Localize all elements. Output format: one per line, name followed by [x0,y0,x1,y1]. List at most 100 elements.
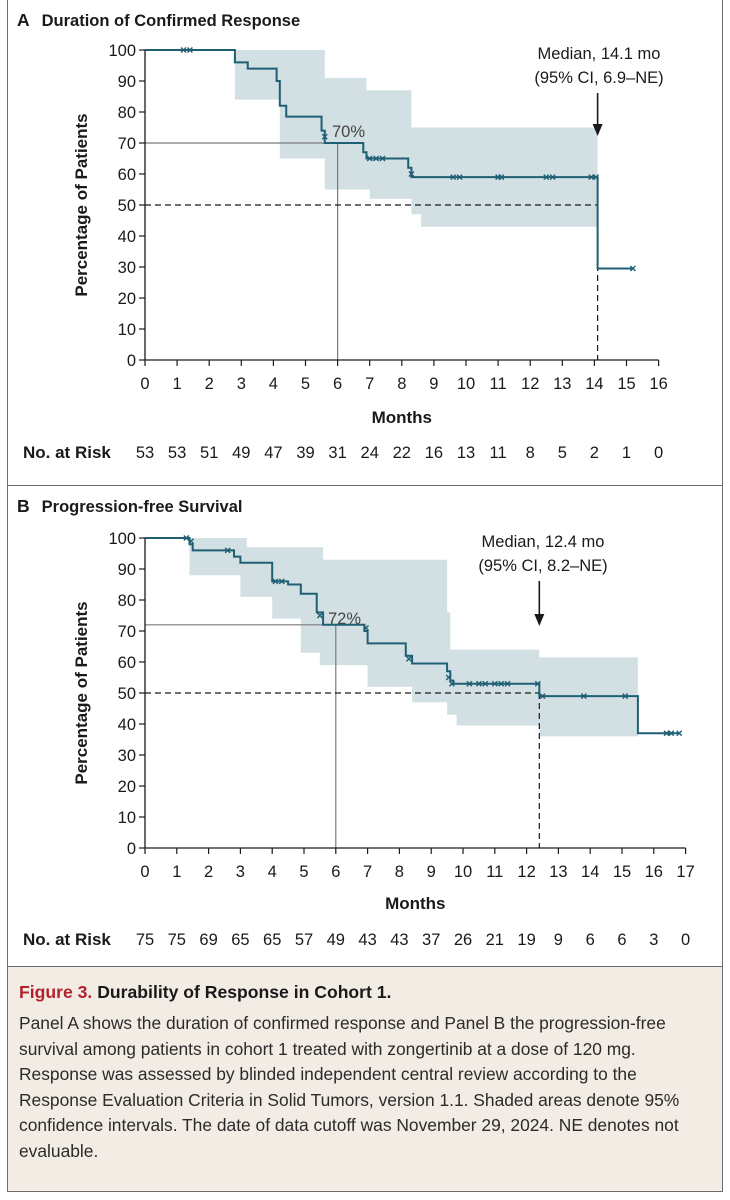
at-risk-value: 65 [263,931,281,949]
panel-title-text: Progression-free Survival [42,498,243,516]
at-risk-value: 0 [681,931,690,949]
x-tick-label: 7 [365,375,374,393]
at-risk-value: 22 [393,444,411,462]
at-risk-label: No. at Risk [23,930,111,949]
at-risk-value: 13 [457,444,475,462]
panel-letter: B [17,496,30,516]
x-tick-label: 3 [236,863,245,881]
at-risk-value: 49 [232,444,250,462]
at-risk-value: 65 [231,931,249,949]
x-tick-label: 5 [301,375,310,393]
median-ci-label: (95% CI, 6.9–NE) [534,69,663,87]
censor-mark [491,680,498,687]
y-tick-label: 50 [118,685,136,703]
x-tick-label: 9 [427,863,436,881]
censor-mark [498,174,505,181]
censor-mark [539,693,546,700]
y-tick-label: 0 [127,840,136,858]
x-tick-label: 1 [173,375,182,393]
censor-mark [180,47,187,53]
median-ci-label: (95% CI, 8.2–NE) [478,557,607,575]
y-tick-label: 90 [118,561,136,579]
y-tick-label: 100 [108,530,136,548]
figure-frame [7,0,723,1192]
censor-mark [373,155,380,162]
y-axis-label: Percentage of Patients [72,113,91,296]
x-tick-label: 10 [457,375,475,393]
y-tick-label: 60 [118,654,136,672]
censor-mark [466,680,473,687]
at-risk-value: 6 [617,931,626,949]
median-label: Median, 12.4 mo [482,533,605,551]
censor-mark [498,680,505,687]
at-risk-value: 1 [622,444,631,462]
y-tick-label: 90 [118,73,136,91]
censor-mark [668,730,675,737]
panel-a-chart: A Duration of Confirmed Response010203040… [17,10,668,462]
panel-title: B Progression-free Survival [17,496,242,516]
caption-figure-label: Figure 3. [19,982,93,1002]
at-risk-value: 43 [358,931,376,949]
at-risk-value: 9 [554,931,563,949]
censor-mark [188,538,195,545]
censor-mark [316,612,323,619]
x-tick-label: 14 [585,375,603,393]
y-tick-label: 10 [118,809,136,827]
y-tick-label: 60 [118,166,136,184]
x-tick-label: 11 [490,375,507,393]
censor-mark [363,624,370,631]
at-risk-value: 21 [486,931,504,949]
caption-title: Figure 3. Durability of Response in Coho… [19,981,712,1003]
median-arrow-head [592,124,603,136]
y-axis-label: Percentage of Patients [72,601,91,784]
x-tick-label: 9 [429,375,438,393]
censor-mark [622,693,629,700]
censor-mark [183,535,190,541]
censor-mark [663,730,670,737]
y-tick-label: 30 [118,747,136,765]
censor-mark [580,693,587,700]
x-tick-label: 4 [268,863,277,881]
caption-title-text: Durability of Response in Cohort 1. [97,982,392,1002]
y-tick-label: 30 [118,259,136,277]
x-tick-label: 17 [676,863,694,881]
censor-mark [588,174,595,181]
censor-mark [224,547,231,554]
at-risk-value: 11 [490,444,507,462]
x-tick-label: 0 [140,863,149,881]
censor-mark [321,133,328,140]
x-tick-label: 10 [454,863,472,881]
at-risk-label: No. at Risk [23,443,111,462]
censor-mark [482,680,489,687]
censor-mark [456,174,463,181]
x-tick-label: 7 [363,863,372,881]
censor-mark [629,265,636,272]
at-risk-value: 51 [200,444,218,462]
at-risk-value: 2 [590,444,599,462]
x-tick-label: 2 [204,863,213,881]
at-risk-value: 57 [295,931,313,949]
x-tick-label: 3 [237,375,246,393]
x-tick-label: 12 [517,863,535,881]
survival-curve [145,49,633,270]
panel-title-text: Duration of Confirmed Response [42,12,301,30]
y-tick-label: 80 [118,592,136,610]
at-risk-value: 26 [454,931,472,949]
y-tick-label: 50 [118,197,136,215]
percent-annotation: 72% [328,610,361,628]
x-tick-label: 13 [549,863,567,881]
x-tick-label: 8 [395,863,404,881]
censor-mark [543,174,550,181]
y-tick-label: 70 [118,623,136,641]
median-arrow-head [534,614,545,626]
x-tick-label: 13 [553,375,571,393]
y-tick-label: 40 [118,716,136,734]
panel-b-chart: B Progression-free Survival01020304050607… [17,496,695,949]
at-risk-value: 16 [425,444,443,462]
at-risk-value: 31 [328,444,346,462]
censor-mark [405,655,412,662]
x-axis-label: Months [385,894,445,913]
censor-mark [379,155,386,162]
y-tick-label: 20 [118,290,136,308]
